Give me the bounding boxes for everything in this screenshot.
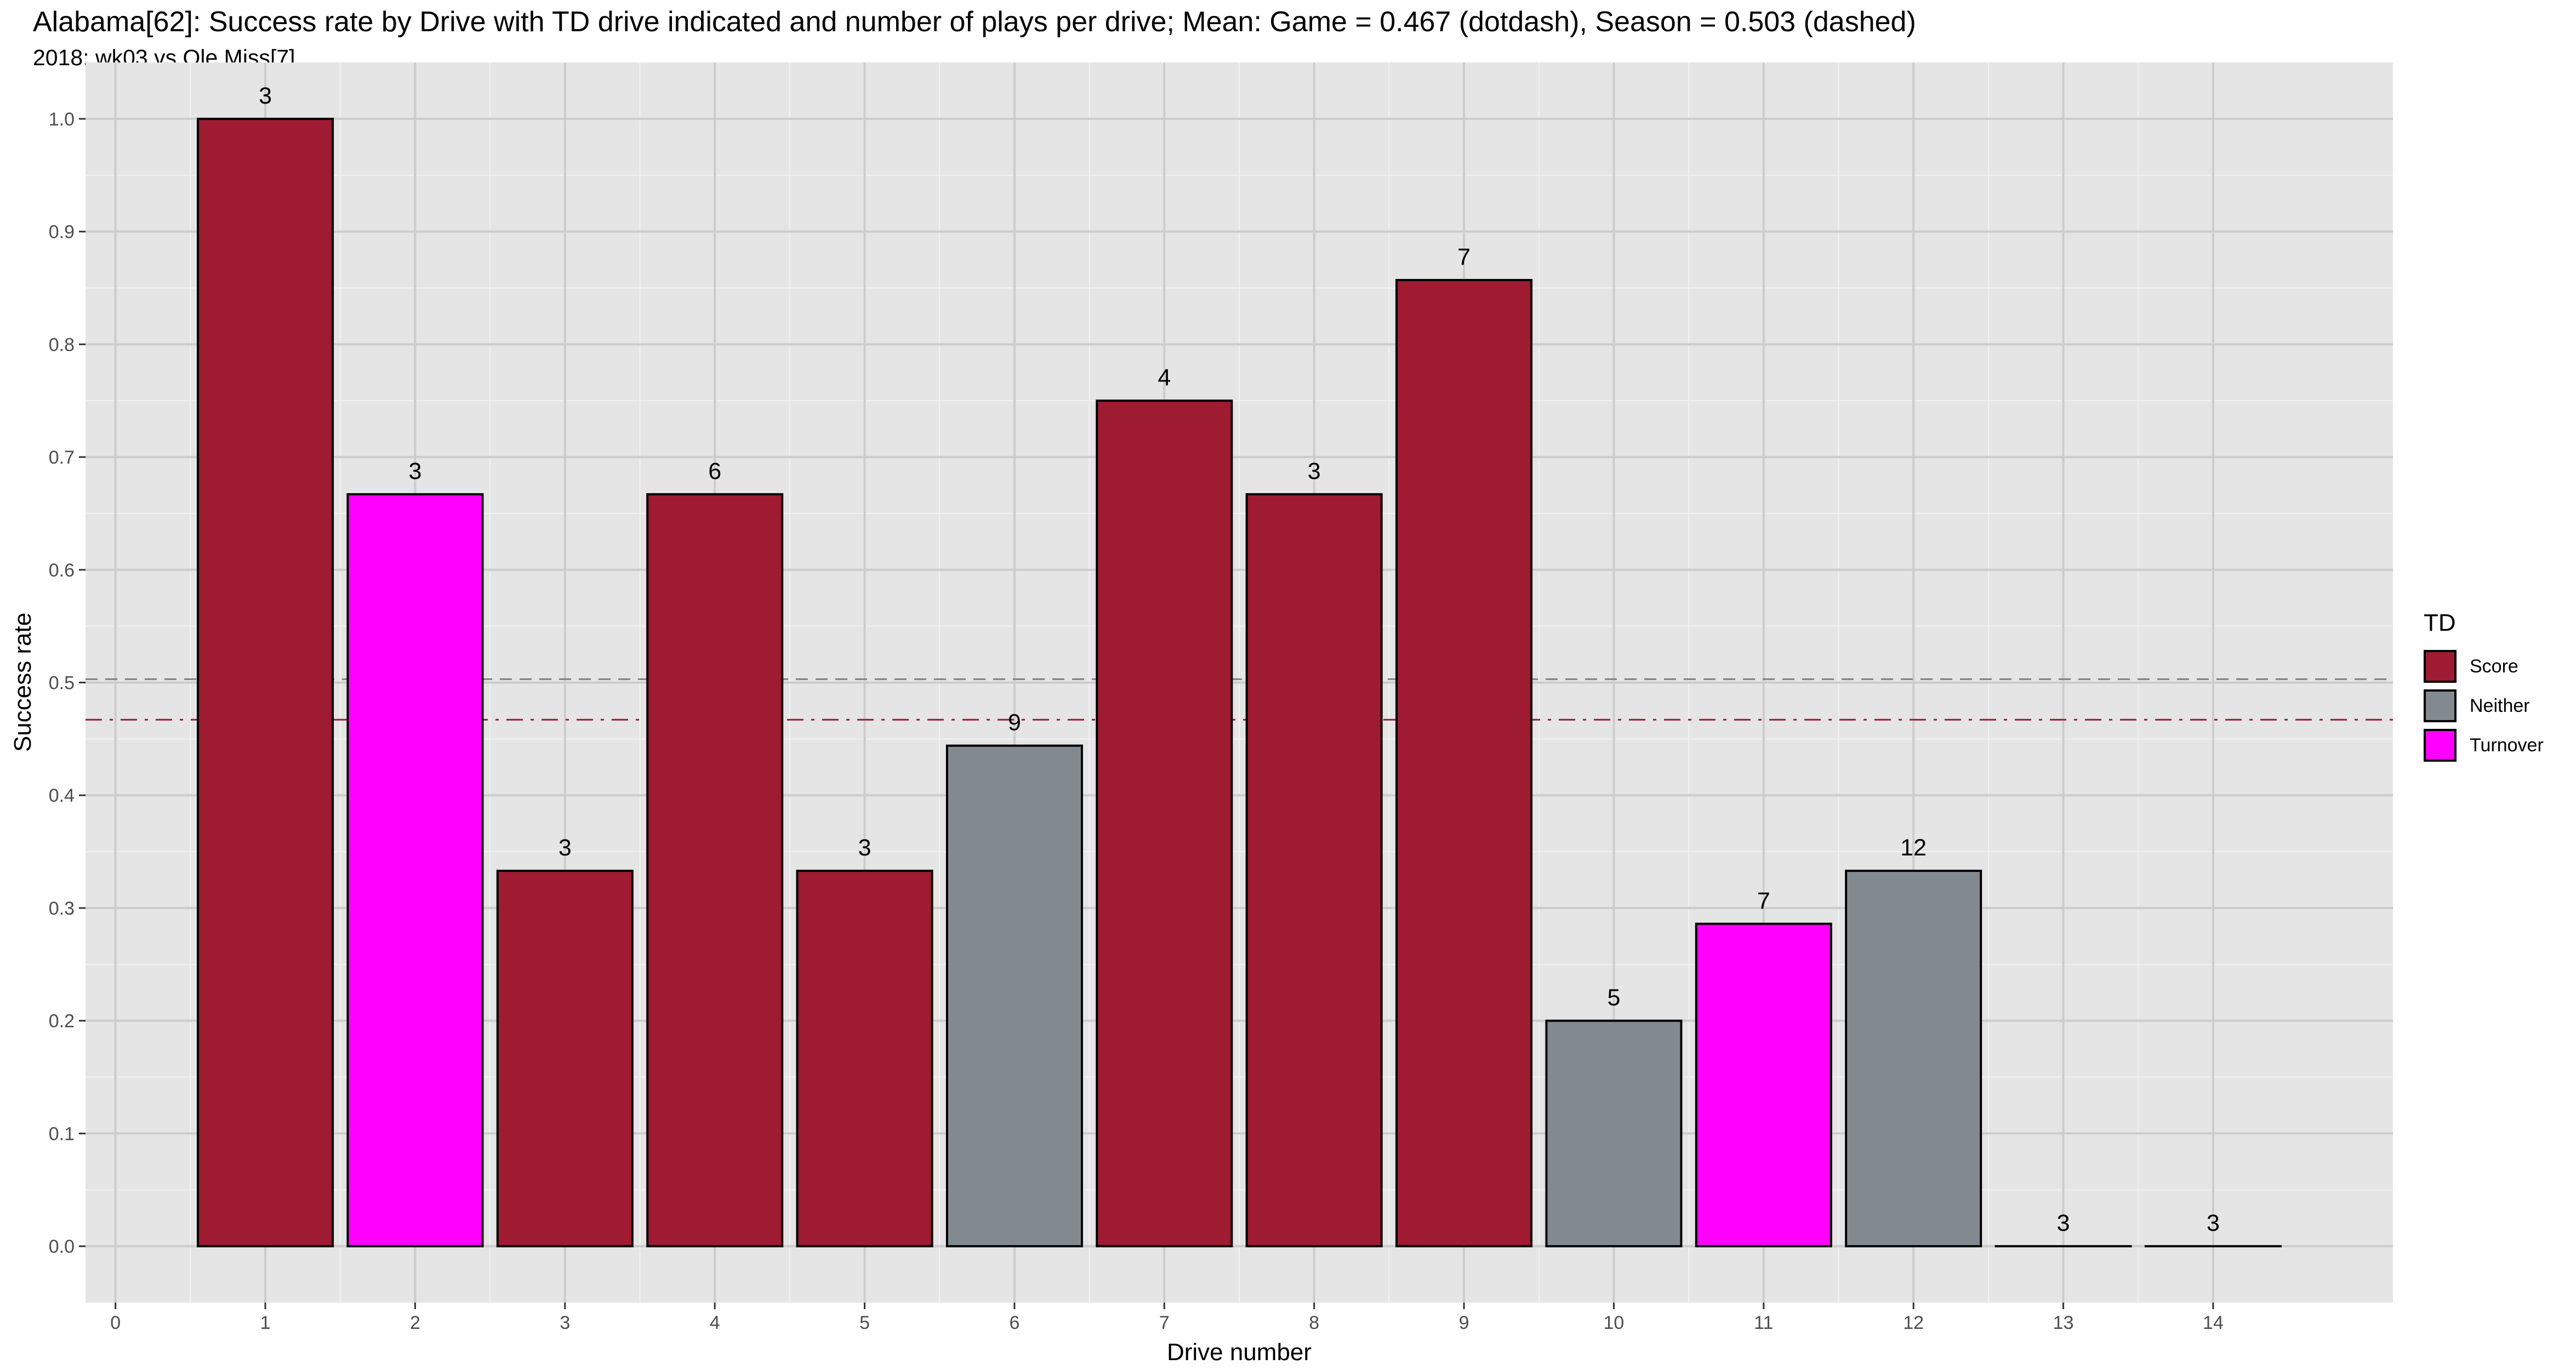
- bar-drive-9: [1395, 279, 1533, 1248]
- bar-label-drive-9: 7: [1457, 244, 1471, 270]
- y-tick-label: 0.9: [49, 222, 75, 243]
- bar-label-drive-2: 3: [408, 458, 421, 484]
- legend-label-neither: Neither: [2470, 695, 2530, 716]
- x-tick-label: 9: [1459, 1312, 1469, 1333]
- bar-drive-11: [1695, 922, 1832, 1248]
- x-tick-label: 14: [2203, 1312, 2224, 1333]
- y-tick-label: 0.3: [49, 898, 75, 919]
- chart-title: Alabama[62]: Success rate by Drive with …: [33, 6, 1916, 38]
- legend: TD Score Neither Turnover: [2424, 609, 2544, 765]
- legend-swatch-neither: [2424, 689, 2457, 722]
- bar-label-drive-1: 3: [259, 83, 272, 109]
- y-tick-label: 1.0: [49, 109, 75, 130]
- bar-label-drive-8: 3: [1308, 458, 1321, 484]
- bar-drive-1: [197, 117, 334, 1248]
- y-tick-label: 0.8: [49, 334, 75, 355]
- x-tick-label: 10: [1604, 1312, 1625, 1333]
- bar-drive-3: [496, 870, 634, 1248]
- bar-label-drive-12: 12: [1900, 835, 1927, 861]
- x-tick-label: 2: [410, 1312, 420, 1333]
- y-tick-label: 0.7: [49, 447, 75, 468]
- x-tick-label: 8: [1309, 1312, 1319, 1333]
- x-tick-label: 11: [1754, 1312, 1773, 1333]
- legend-swatch-turnover: [2424, 729, 2457, 762]
- x-tick-label: 3: [560, 1312, 570, 1333]
- y-tick-label: 0.0: [49, 1236, 75, 1257]
- y-axis: 0.0 0.1 0.2 0.3 0.4 0.5 0.6 0.7 0.8 0.9 1.0: [49, 109, 86, 1257]
- y-tick-label: 0.1: [49, 1123, 75, 1144]
- bar-labels: 3 3 3 6 3 9 4 3 7 5 7 12 3 3: [259, 83, 2220, 1236]
- bar-label-drive-3: 3: [558, 835, 572, 861]
- legend-title: TD: [2424, 609, 2456, 636]
- bar-drive-8: [1245, 493, 1383, 1248]
- bar-drive-12: [1845, 870, 1982, 1248]
- legend-label-score: Score: [2470, 655, 2518, 677]
- bar-label-drive-14: 3: [2207, 1210, 2220, 1236]
- x-tick-label: 12: [1903, 1312, 1924, 1333]
- x-tick-label: 1: [260, 1312, 271, 1333]
- x-tick-label: 7: [1159, 1312, 1170, 1333]
- bars: [197, 117, 2282, 1248]
- bar-label-drive-4: 6: [708, 458, 721, 484]
- bar-label-drive-13: 3: [2057, 1210, 2070, 1236]
- bar-drive-10: [1545, 1019, 1683, 1248]
- bar-drive-5: [796, 870, 933, 1248]
- bar-label-drive-5: 3: [858, 835, 871, 861]
- legend-swatch-score: [2424, 650, 2457, 683]
- bar-drive-4: [646, 493, 784, 1248]
- legend-item-score: Score: [2424, 647, 2544, 686]
- y-tick-label: 0.6: [49, 560, 75, 581]
- bar-drive-2: [346, 493, 484, 1248]
- bar-drive-7: [1096, 399, 1233, 1248]
- x-tick-label: 13: [2053, 1312, 2074, 1333]
- y-tick-label: 0.4: [49, 785, 75, 806]
- bar-label-drive-7: 4: [1158, 364, 1171, 391]
- x-tick-label: 6: [1009, 1312, 1019, 1333]
- legend-label-turnover: Turnover: [2470, 734, 2544, 756]
- y-tick-label: 0.5: [49, 673, 75, 694]
- bar-drive-6: [945, 744, 1083, 1248]
- y-tick-label: 0.2: [49, 1011, 75, 1032]
- x-tick-label: 0: [110, 1312, 121, 1333]
- y-axis-title: Success rate: [9, 613, 36, 752]
- legend-item-neither: Neither: [2424, 686, 2544, 726]
- x-tick-label: 4: [710, 1312, 720, 1333]
- legend-item-turnover: Turnover: [2424, 726, 2544, 765]
- bar-label-drive-10: 5: [1607, 985, 1620, 1011]
- bar-label-drive-11: 7: [1757, 888, 1770, 914]
- x-axis-title: Drive number: [1167, 1339, 1312, 1366]
- x-tick-label: 5: [859, 1312, 870, 1333]
- x-axis: 0 1 2 3 4 5 6 7 8 9 10 11 12 13 14: [110, 1303, 2224, 1333]
- bar-label-drive-6: 9: [1008, 710, 1021, 736]
